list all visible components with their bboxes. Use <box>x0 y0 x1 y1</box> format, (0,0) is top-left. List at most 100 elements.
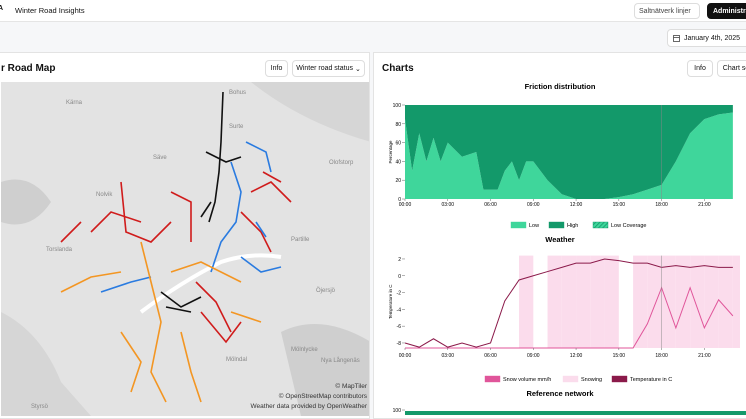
legend-swatch <box>562 375 579 383</box>
chart-set-button[interactable]: Chart set <box>717 60 746 77</box>
reference-band <box>405 411 746 415</box>
legend-label: Snowing <box>581 377 602 383</box>
place-label: Torslanda <box>46 247 73 253</box>
line <box>405 286 734 349</box>
place-label: Bohus <box>229 90 247 96</box>
x-tick-label: 18:00 <box>655 202 668 208</box>
place-label: Mölnlycke <box>291 347 318 353</box>
chart-title: Weather <box>545 235 575 244</box>
y-tick-label: 40 <box>395 159 401 165</box>
area <box>405 112 733 199</box>
legend-swatch <box>611 375 628 383</box>
area <box>405 105 733 199</box>
y-tick-label: 100 <box>393 408 402 414</box>
legend-swatch <box>592 221 609 229</box>
search-input[interactable]: Saltnätverk linjer <box>634 3 700 19</box>
x-tick-label: 12:00 <box>570 353 583 359</box>
calendar-icon <box>673 35 680 42</box>
charts-panel: Charts Info Chart set Friction distribut… <box>373 52 746 419</box>
legend-label: High <box>567 223 578 229</box>
charts: Friction distribution Percentage 0 20 40 60 80… <box>388 82 746 415</box>
snowing-band <box>661 255 676 348</box>
status-dropdown[interactable]: Winter road status ⌄ <box>292 60 365 77</box>
x-tick-label: 00:00 <box>399 202 412 208</box>
date-picker[interactable]: January 4th, 2025 <box>667 29 746 47</box>
legend-label: Low <box>529 223 539 229</box>
y-tick-label: 20 <box>395 178 401 184</box>
x-tick-label: 06:00 <box>484 353 497 359</box>
legend-swatch <box>548 221 565 229</box>
attribution: © OpenStreetMap contributors <box>278 393 367 400</box>
x-tick-label: 00:00 <box>399 353 412 359</box>
snowing-band <box>647 255 662 348</box>
snowing-band <box>561 255 577 348</box>
map-roads <box>1 82 369 416</box>
place-label: Nya Långenäs <box>321 358 360 364</box>
y-axis-label: Percentage <box>388 140 393 164</box>
y-tick-label: 100 <box>393 103 402 109</box>
y-tick-label: 60 <box>395 141 401 147</box>
line <box>404 258 733 348</box>
x-tick-label: 09:00 <box>527 353 540 359</box>
y-tick-label: -8 <box>397 341 402 347</box>
date: January 4th, 2025 <box>684 34 741 42</box>
y-axis-label: Temperature in C <box>388 284 393 319</box>
app-title: Winter Road Insights <box>15 6 85 15</box>
snowing-band <box>704 255 719 348</box>
x-tick-label: 21:00 <box>698 353 711 359</box>
x-tick-label: 21:00 <box>698 202 711 208</box>
place-label: Styrsö <box>31 404 49 410</box>
x-tick-label: 18:00 <box>655 353 668 359</box>
snowing-band <box>604 255 619 348</box>
place-label: Säve <box>153 155 167 161</box>
legend-label: Temperature in C <box>630 377 672 383</box>
place-label: Mölndal <box>226 357 248 363</box>
info-button[interactable]: Info <box>687 60 713 77</box>
legend-label: Low Coverage <box>611 223 646 229</box>
y-tick-label: -4 <box>397 307 402 313</box>
attribution: Weather data provided by OpenWeather <box>250 403 367 410</box>
y-tick-label: -2 <box>397 291 402 297</box>
map-panel: r Road Map Info Winter road status ⌄ Kär… <box>0 52 370 419</box>
y-tick-label: -6 <box>397 324 402 330</box>
info-button[interactable]: Info <box>265 60 288 77</box>
place-label: Olofstorp <box>329 160 354 166</box>
x-tick-label: 12:00 <box>570 202 583 208</box>
place-label: Partille <box>291 237 310 243</box>
admin-button[interactable]: Administrati <box>707 3 746 19</box>
snowing-band <box>732 255 740 348</box>
panel-title: r Road Map <box>1 63 56 74</box>
x-tick-label: 15:00 <box>613 353 626 359</box>
panel-title: Charts <box>382 63 414 74</box>
attribution: © MapTiler <box>335 383 367 390</box>
snowing-band <box>576 255 591 348</box>
y-tick-label: 0 <box>398 197 401 203</box>
y-tick-label: 0 <box>398 274 401 280</box>
x-tick-label: 06:00 <box>484 202 497 208</box>
map[interactable]: Kärna Bohus Surte Säve Olofstorp Nolvik … <box>1 82 369 416</box>
place-label: Öjersjö <box>316 288 336 294</box>
logo: A <box>0 5 4 12</box>
snowing-band <box>718 255 733 348</box>
snowing-band <box>690 255 705 348</box>
x-tick-label: 03:00 <box>442 353 455 359</box>
y-tick-label: 80 <box>395 122 401 128</box>
snowing-band <box>633 255 648 348</box>
chart-title: Reference network <box>526 389 594 398</box>
snowing-band <box>519 255 534 348</box>
place-label: Nolvik <box>96 192 113 198</box>
legend-swatch <box>484 375 501 383</box>
place-label: Surte <box>229 124 244 130</box>
place-label: Kärna <box>66 100 83 106</box>
top-bar: A Winter Road Insights Saltnätverk linje… <box>0 0 746 22</box>
snowing-band <box>547 255 562 348</box>
snowing-band <box>675 255 691 348</box>
dropdown-label: Winter road status <box>296 65 353 72</box>
x-tick-label: 03:00 <box>442 202 455 208</box>
legend-swatch <box>510 221 527 229</box>
x-tick-label: 09:00 <box>527 202 540 208</box>
legend-label: Snow volume mm/h <box>503 377 551 383</box>
chart-title: Friction distribution <box>525 82 596 91</box>
snowing-band <box>590 255 605 348</box>
